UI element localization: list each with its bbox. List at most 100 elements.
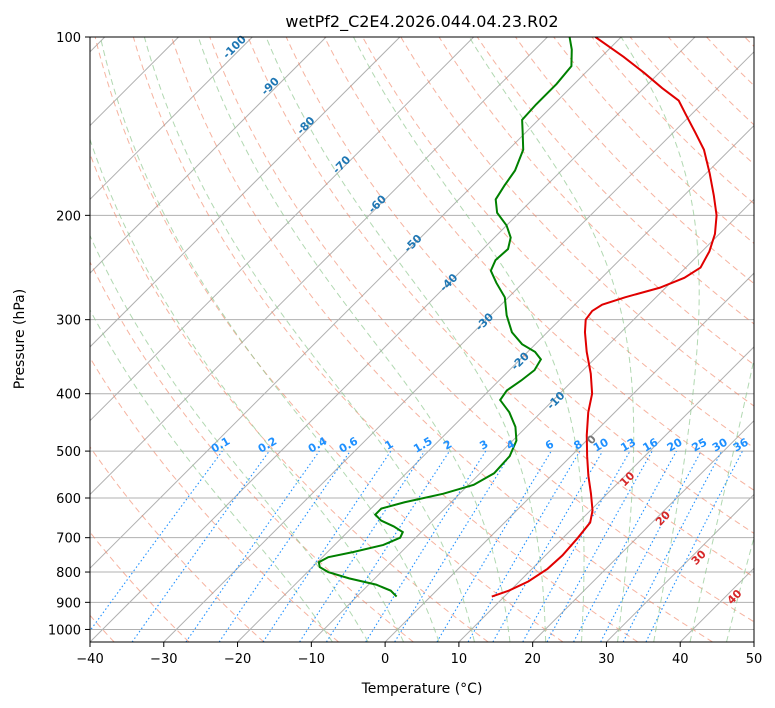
- moist-adiabat-line: [90, 234, 369, 642]
- dry-adiabat-line: [744, 37, 754, 48]
- y-tick-label: 600: [56, 492, 81, 507]
- x-tick-label: 30: [598, 652, 615, 667]
- x-tick-label: 50: [746, 652, 763, 667]
- dry-adiabat-line: [90, 446, 265, 642]
- dry-adiabat-line: [476, 37, 754, 325]
- isotherm-line: [606, 493, 754, 642]
- plot-frame: [89, 36, 755, 643]
- moist-adiabat-line: [265, 37, 547, 642]
- y-tick-label: 300: [56, 314, 81, 329]
- dry-adiabat-label: -10: [544, 389, 567, 412]
- dry-adiabat-line: [171, 37, 713, 642]
- mixing-ratio-label: 30: [710, 435, 730, 454]
- moist-adiabat-line: [90, 137, 405, 642]
- moist-adiabat-line: [90, 308, 333, 642]
- moist-adiabat-line: [620, 37, 700, 642]
- x-tick-label: 40: [672, 652, 689, 667]
- mixing-ratio-line: [645, 450, 743, 642]
- x-tick-label: −40: [76, 652, 103, 667]
- dry-adiabat-line: [247, 37, 754, 578]
- mixing-ratio-line: [436, 450, 552, 642]
- isotherm-line: [163, 51, 754, 642]
- dry-adiabat-line: [438, 37, 754, 366]
- y-tick-label: 700: [56, 532, 81, 547]
- dry-adiabat-line: [90, 356, 339, 642]
- dewpoint-trace: [317, 37, 573, 598]
- dry-adiabat-line: [285, 37, 754, 534]
- dry-adiabat-label: 10: [617, 469, 637, 489]
- y-tick-label: 500: [56, 445, 81, 460]
- dry-adiabat-line: [362, 37, 754, 449]
- dry-adiabat-label: 30: [689, 547, 709, 567]
- series-layer: [317, 37, 718, 598]
- dry-adiabat-label: -80: [294, 114, 317, 137]
- dry-adiabat-label: 40: [725, 587, 745, 607]
- dry-adiabat-line: [94, 37, 564, 642]
- chart-title: wetPf2_C2E4.2026.044.04.23.R02: [285, 12, 558, 32]
- mixing-ratio-label: 2: [441, 438, 454, 453]
- mixing-ratio-label: 6: [543, 437, 556, 452]
- temperature-trace: [491, 37, 718, 598]
- isotherm-line: [90, 37, 548, 496]
- isotherm-line: [90, 37, 696, 642]
- mixing-ratio-label: 1: [383, 438, 396, 453]
- isotherm-line: [90, 37, 327, 274]
- mixing-ratio-label: 0.6: [337, 434, 361, 455]
- x-axis-label: Temperature (°C): [361, 681, 483, 697]
- moist-adiabat-line: [468, 37, 635, 642]
- mixing-ratio-line: [600, 450, 702, 642]
- dry-adiabat-line: [90, 260, 414, 642]
- dry-adiabat-label: -60: [366, 192, 389, 215]
- y-tick-label: 100: [56, 31, 81, 46]
- mixing-ratio-label: 0.4: [306, 434, 330, 455]
- grid-layer: [90, 37, 754, 642]
- isotherm-line: [753, 641, 754, 642]
- mixing-ratio-line: [218, 450, 351, 642]
- dry-adiabat-line: [209, 37, 754, 623]
- moist-adiabat-line: [689, 356, 754, 642]
- dry-adiabat-line: [591, 37, 754, 205]
- isotherm-line: [532, 419, 754, 642]
- y-tick-label: 900: [56, 596, 81, 611]
- mixing-ratio-label: 3: [477, 438, 490, 453]
- dry-adiabat-line: [706, 37, 754, 87]
- dry-adiabat-line: [323, 37, 754, 491]
- moist-adiabat-line: [143, 37, 475, 642]
- mixing-ratio-line: [299, 450, 426, 642]
- moist-adiabat-line: [99, 37, 440, 642]
- isotherm-line: [310, 198, 754, 642]
- y-tick-label: 800: [56, 566, 81, 581]
- x-tick-label: −20: [224, 652, 251, 667]
- axes: −40 −30 −20 −10 0 10 20 30 40 5010020030040050060…: [48, 31, 762, 667]
- isotherm-line: [90, 37, 401, 348]
- moist-adiabat-line: [726, 535, 754, 642]
- isotherm-line: [90, 37, 475, 422]
- isotherm-line: [679, 567, 754, 642]
- dry-adiabat-line: [90, 531, 190, 642]
- mixing-ratio-line: [546, 450, 653, 642]
- dry-adiabat-label: -20: [509, 349, 532, 372]
- isotherm-line: [384, 272, 754, 642]
- dry-adiabat-line: [667, 37, 754, 126]
- mixing-ratio-label: 20: [665, 435, 685, 454]
- mixing-ratio-label: 1.5: [411, 435, 434, 456]
- x-tick-label: −10: [298, 652, 325, 667]
- mixing-ratio-line: [185, 450, 320, 642]
- dry-adiabat-label: -70: [330, 153, 353, 176]
- isotherm-line: [90, 37, 622, 569]
- dry-adiabat-line: [90, 152, 489, 642]
- mixing-ratio-label: 13: [618, 436, 638, 455]
- dry-adiabat-label: -50: [401, 232, 424, 255]
- x-tick-label: −30: [150, 652, 177, 667]
- moist-adiabat-line: [197, 37, 511, 642]
- dry-adiabat-line: [515, 37, 754, 285]
- mixing-ratio-line: [262, 450, 392, 642]
- mixing-ratio-line: [131, 450, 270, 642]
- mixing-ratio-line: [90, 450, 223, 632]
- moist-adiabat-line: [352, 37, 585, 642]
- y-axis-label: Pressure (hPa): [12, 289, 28, 389]
- x-tick-label: 20: [524, 652, 541, 667]
- mixing-ratio-line: [573, 450, 677, 642]
- y-tick-label: 400: [56, 388, 81, 403]
